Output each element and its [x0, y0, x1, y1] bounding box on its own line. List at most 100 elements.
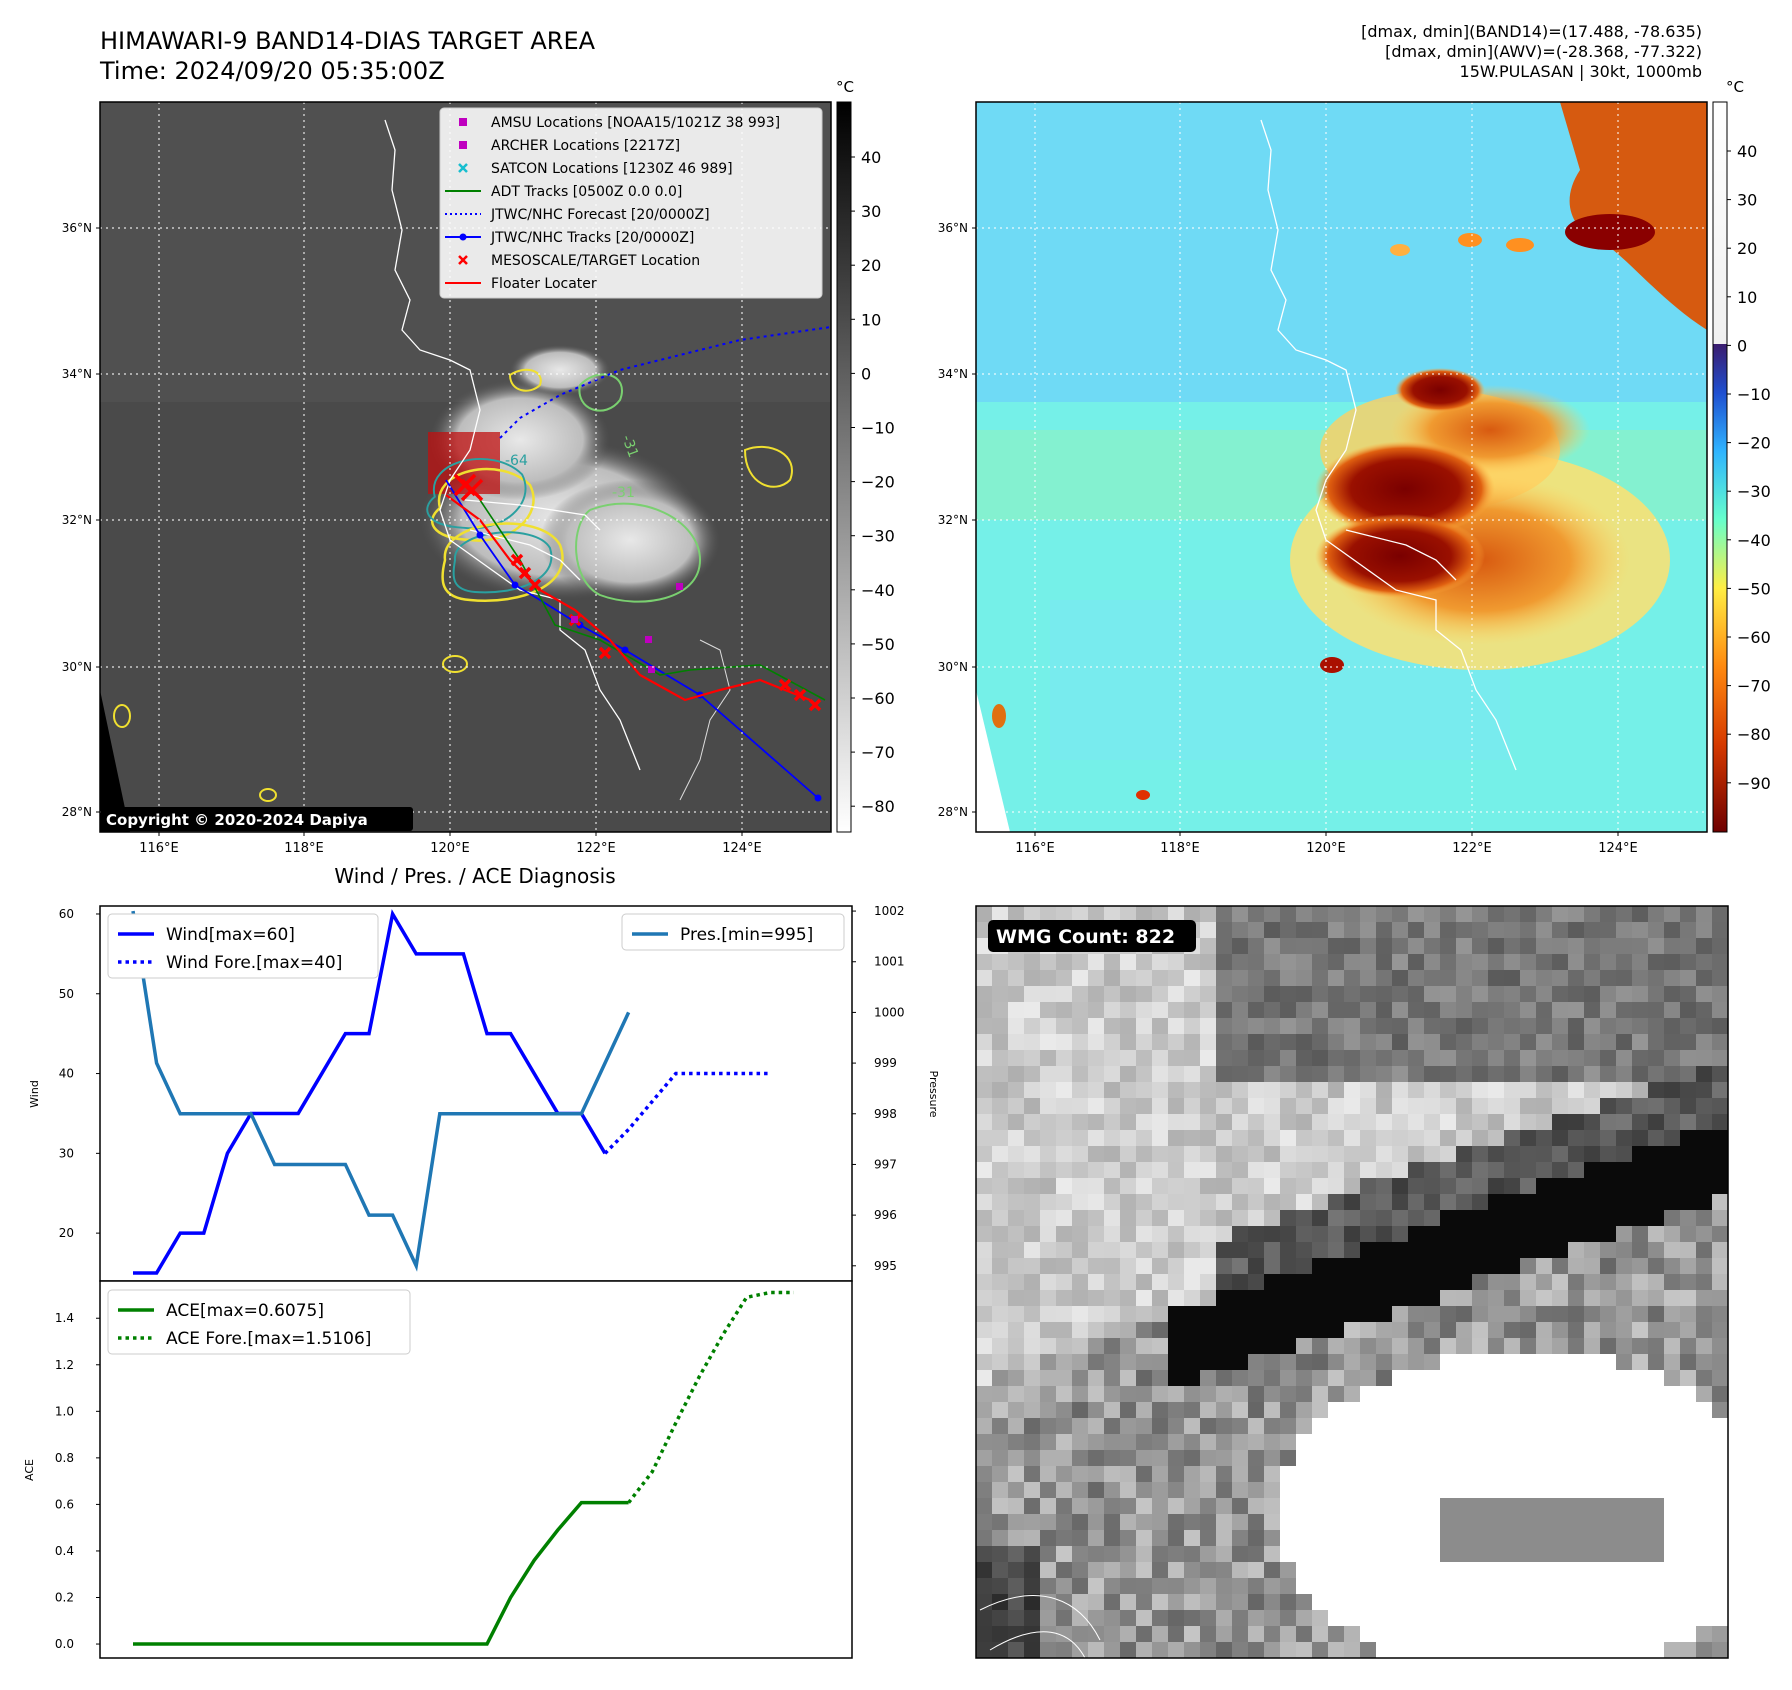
lat-tick-label: 28°N: [62, 805, 92, 819]
lon-tick-label: 120°E: [430, 841, 470, 856]
enhanced-colorbar-unit: °C: [1726, 78, 1744, 96]
ace-ytick-label: 1.2: [55, 1358, 74, 1372]
ace-line: [133, 1500, 629, 1646]
contour-label-1: -31: [618, 433, 641, 460]
map-legend-entry: MESOSCALE/TARGET Location: [458, 253, 700, 269]
legend-x-marker: [458, 163, 468, 173]
map-legend-entry: Floater Locater: [445, 276, 597, 292]
lat-tick-label: 34°N: [938, 367, 968, 381]
colorbar-tick-label: 40: [861, 148, 881, 167]
colorbar-tick-label: −70: [1737, 677, 1771, 696]
map-legend-entry: SATCON Locations [1230Z 46 989]: [458, 161, 733, 177]
colorbar-tick-label: −90: [1737, 774, 1771, 793]
colorbar-tick-label: 10: [1737, 288, 1757, 307]
wind-forecast-line: [603, 1071, 771, 1155]
lon-tick-label: 122°E: [576, 841, 616, 856]
colorbar-tick-label: −50: [1737, 579, 1771, 598]
wind-line: [133, 909, 607, 1275]
wind-ytick-label: 50: [59, 987, 74, 1001]
lat-tick-label: 34°N: [62, 367, 92, 381]
contour-label-2: -31: [612, 485, 635, 501]
lat-tick-label: 32°N: [62, 513, 92, 527]
map-legend-label: ADT Tracks [0500Z 0.0 0.0]: [491, 184, 682, 200]
colorbar-tick-label: −40: [1737, 531, 1771, 550]
map-legend-label: JTWC/NHC Tracks [20/0000Z]: [490, 230, 694, 246]
chart-title: Wind / Pres. / ACE Diagnosis: [334, 864, 615, 888]
map-legend-label: AMSU Locations [NOAA15/1021Z 38 993]: [491, 115, 780, 131]
ace-ytick-label: 1.0: [55, 1404, 74, 1418]
map-legend-label: JTWC/NHC Forecast [20/0000Z]: [490, 207, 710, 223]
colorbar-tick-label: −60: [1737, 628, 1771, 647]
info-band14-range: [dmax, dmin](BAND14)=(17.488, -78.635): [1361, 22, 1702, 41]
chart-legend: ACE[max=0.6075] ACE Fore.[max=1.5106]: [107, 1289, 411, 1355]
ace-ytick-label: 0.8: [55, 1451, 74, 1465]
wind-ytick-label: 20: [59, 1226, 74, 1240]
colorbar-tick-label: −60: [861, 689, 895, 708]
wind-ytick-label: 40: [59, 1067, 74, 1081]
ace-ylabel: ACE: [23, 1459, 36, 1481]
colorbar-tick-label: −70: [861, 743, 895, 762]
lon-tick-label: 118°E: [284, 841, 324, 856]
ir-colorbar-unit: °C: [836, 78, 854, 96]
enhanced-map-panel: [976, 102, 1707, 832]
ace-ytick-label: 0.4: [55, 1544, 74, 1558]
colorbar-tick-label: −80: [861, 797, 895, 816]
colorbar-tick-label: 30: [1737, 191, 1757, 210]
info-block: [dmax, dmin](BAND14)=(17.488, -78.635) […: [1361, 22, 1702, 82]
chart-legend-label: ACE[max=0.6075]: [166, 1301, 324, 1321]
ace-ytick-label: 0.0: [55, 1637, 74, 1651]
title-line-2: Time: 2024/09/20 05:35:00Z: [100, 57, 445, 85]
pressure-ytick-label: 1000: [874, 1005, 905, 1019]
info-awv-range: [dmax, dmin](AWV)=(-28.368, -77.322): [1385, 42, 1702, 61]
lon-tick-label: 116°E: [1015, 841, 1055, 856]
wmg-count-text: WMG Count: 822: [996, 926, 1175, 948]
coastline-2: [1260, 119, 1517, 771]
pressure-ytick-label: 996: [874, 1208, 897, 1222]
colorbar-tick-label: −10: [861, 419, 895, 438]
map-axis-ticks: 116°E 118°E 120°E 122°E 124°E 36°N 34°N 32°N 30°…: [62, 221, 1638, 856]
chart-legend-box: [107, 913, 379, 979]
wind-ytick-label: 60: [59, 907, 74, 921]
jtwc-forecast: [499, 326, 831, 439]
contour-label-3: -64: [505, 453, 528, 469]
lon-tick-label: 118°E: [1160, 841, 1200, 856]
chart-legend-label: ACE Fore.[max=1.5106]: [166, 1329, 371, 1349]
wind-ylabel: Wind: [28, 1080, 41, 1108]
colorbar-tick-label: 40: [1737, 142, 1757, 161]
map-legend-label: MESOSCALE/TARGET Location: [491, 253, 700, 269]
lat-tick-label: 28°N: [938, 805, 968, 819]
chart-legend-label: Pres.[min=995]: [680, 925, 813, 945]
enhanced-colorbar: °C 40 30 20 10 0 −10 −20 −30 −40 −50 −60 −70 −80 −90: [1712, 78, 1771, 833]
cold-core-south: [1315, 514, 1485, 598]
figure-title: HIMAWARI-9 BAND14-DIAS TARGET AREA Time:…: [100, 26, 595, 86]
floater-track: [445, 494, 811, 702]
pressure-ytick-label: 995: [874, 1259, 897, 1273]
ace-ytick-label: 0.2: [55, 1590, 74, 1604]
chart-legends: Wind[max=60] Wind Fore.[max=40] Pres.[min=…: [107, 913, 845, 1355]
legend-x-marker: [458, 255, 468, 265]
legend-dot-marker: [459, 233, 467, 241]
chart-legend-box: [621, 913, 845, 951]
pressure-line: [131, 910, 631, 1272]
colorbar-tick-label: −40: [861, 581, 895, 600]
chart-legend: Wind[max=60] Wind Fore.[max=40]: [107, 913, 379, 979]
colorbar-tick-label: −10: [1737, 385, 1771, 404]
map-legend-entry: ARCHER Locations [2217Z]: [459, 138, 680, 154]
title-line-1: HIMAWARI-9 BAND14-DIAS TARGET AREA: [100, 27, 596, 55]
colorbar-tick-label: 20: [861, 256, 881, 275]
copyright-badge: Copyright © 2020-2024 Dapiya: [101, 807, 413, 831]
colorbar-tick-label: 0: [1737, 336, 1747, 355]
colorbar-tick-label: −20: [1737, 434, 1771, 453]
colorbar-tick-label: 0: [861, 364, 871, 383]
colorbar-tick-label: 30: [861, 202, 881, 221]
pressure-ytick-label: 1001: [874, 955, 905, 969]
map-legend: AMSU Locations [NOAA15/1021Z 38 993] ARCH…: [439, 107, 823, 299]
map-legend-label: ARCHER Locations [2217Z]: [491, 138, 680, 154]
colorbar-tick-label: −30: [1737, 482, 1771, 501]
ace-chart: ACE 0.0 0.2 0.4 0.6 0.8 1.0 1.2 1.4: [23, 1280, 853, 1659]
ace-ytick-label: 0.6: [55, 1497, 74, 1511]
chart-legend-label: Wind Fore.[max=40]: [166, 953, 342, 973]
pressure-ytick-label: 997: [874, 1157, 897, 1171]
enhanced-gridlines: [976, 102, 1707, 832]
